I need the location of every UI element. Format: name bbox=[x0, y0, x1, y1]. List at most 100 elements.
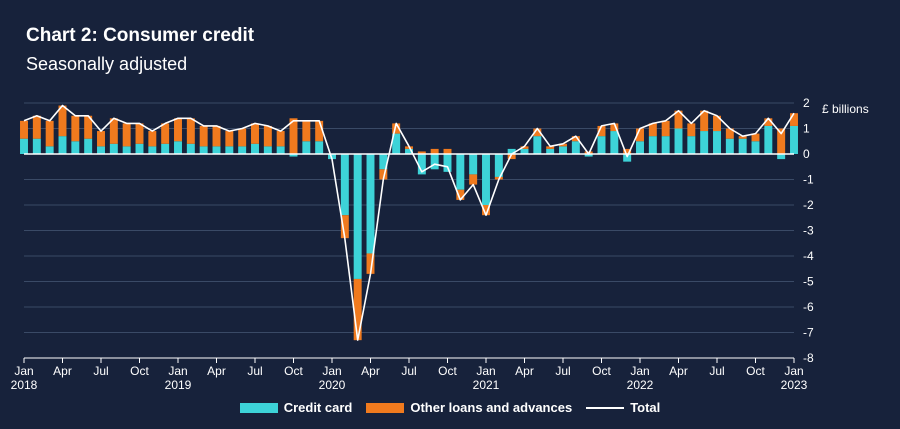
other-loans-bar bbox=[725, 128, 734, 139]
x-tick-label: Apr bbox=[669, 364, 688, 378]
credit-card-bar bbox=[533, 136, 542, 154]
other-loans-bar bbox=[636, 128, 644, 142]
other-loans-bar bbox=[623, 148, 632, 154]
other-loans-swatch bbox=[366, 402, 405, 413]
x-tick-label: Jul bbox=[401, 364, 416, 378]
credit-card-bar bbox=[571, 141, 580, 154]
other-loans-bar bbox=[276, 131, 285, 147]
x-tick-label: Oct bbox=[438, 364, 457, 378]
credit-card-bar bbox=[661, 136, 670, 154]
x-tick-year-label: 2023 bbox=[781, 378, 808, 392]
other-loans-bar bbox=[58, 105, 67, 137]
legend-item-other-loans: Other loans and advances bbox=[366, 400, 572, 415]
y-tick-label: -2 bbox=[803, 198, 814, 212]
other-loans-bar bbox=[597, 125, 606, 137]
other-loans-bar bbox=[135, 123, 144, 144]
x-tick-label: Jul bbox=[555, 364, 570, 378]
credit-card-bar bbox=[546, 148, 555, 154]
total-line bbox=[23, 104, 795, 341]
credit-card-bar bbox=[84, 138, 93, 154]
other-loans-bar bbox=[109, 118, 118, 144]
credit-card-bar bbox=[494, 154, 503, 177]
credit-card-bar bbox=[597, 136, 606, 154]
x-tick-label: Jan bbox=[784, 364, 803, 378]
other-loans-bar bbox=[71, 115, 80, 142]
x-tick-label: Oct bbox=[130, 364, 149, 378]
other-loans-bar bbox=[546, 146, 555, 149]
credit-card-bar bbox=[238, 146, 247, 154]
credit-card-bar bbox=[251, 143, 259, 154]
credit-card-bar bbox=[71, 141, 80, 154]
other-loans-bar bbox=[777, 128, 786, 154]
x-tick-label: Jan bbox=[322, 364, 341, 378]
other-loans-bar bbox=[700, 110, 709, 132]
other-loans-bar bbox=[84, 115, 93, 139]
other-loans-bar bbox=[32, 115, 41, 139]
credit-card-bar bbox=[315, 141, 324, 154]
credit-card-bar bbox=[790, 125, 798, 154]
credit-card-bar bbox=[302, 141, 311, 154]
other-loans-bar bbox=[790, 113, 798, 126]
credit-card-bar bbox=[289, 154, 298, 157]
credit-card-bar bbox=[623, 154, 632, 162]
y-tick-label: -3 bbox=[803, 224, 814, 238]
other-loans-bar bbox=[507, 154, 516, 160]
credit-card-bar bbox=[225, 146, 234, 154]
credit-card-bar bbox=[212, 146, 221, 154]
credit-card-bar bbox=[713, 131, 721, 154]
x-tick-label: Jul bbox=[247, 364, 262, 378]
chart-subtitle: Seasonally adjusted bbox=[26, 54, 188, 74]
x-tick-label: Jul bbox=[709, 364, 724, 378]
x-tick-year-label: 2022 bbox=[627, 378, 654, 392]
credit-card-bar bbox=[45, 146, 54, 154]
credit-card-bar bbox=[610, 131, 619, 154]
credit-card-bar bbox=[97, 146, 105, 154]
credit-card-bar bbox=[725, 138, 734, 154]
other-loans-bar bbox=[302, 120, 311, 142]
other-loans-bar bbox=[263, 125, 272, 147]
y-tick-label: -5 bbox=[803, 275, 814, 289]
other-loans-bar bbox=[610, 123, 619, 132]
legend-item-credit-card: Credit card bbox=[239, 400, 352, 415]
other-loans-bar bbox=[186, 118, 195, 144]
credit-card-bar bbox=[161, 143, 170, 154]
y-tick-label: 2 bbox=[803, 96, 810, 110]
legend-label-total: Total bbox=[630, 400, 661, 415]
credit-card-bar bbox=[405, 148, 413, 154]
credit-card-bar bbox=[430, 154, 439, 170]
other-loans-bar bbox=[379, 169, 388, 180]
other-loans-bar bbox=[571, 136, 580, 142]
credit-card-bar bbox=[777, 154, 786, 160]
other-loans-bar bbox=[289, 118, 298, 154]
credit-card-swatch bbox=[239, 402, 278, 413]
y-tick-label: -1 bbox=[803, 173, 814, 187]
legend-label-other-loans: Other loans and advances bbox=[410, 400, 573, 415]
x-tick-label: Jul bbox=[93, 364, 108, 378]
other-loans-bar bbox=[148, 131, 157, 147]
y-axis-unit-label: £ billions bbox=[822, 102, 869, 116]
other-loans-bar bbox=[392, 123, 401, 134]
credit-card-bar bbox=[379, 154, 388, 170]
other-loans-bar bbox=[366, 253, 375, 274]
other-loans-bar bbox=[661, 120, 670, 137]
credit-card-bar bbox=[122, 146, 131, 154]
credit-card-bar bbox=[392, 133, 401, 154]
other-loans-bar bbox=[648, 123, 657, 137]
credit-card-bar bbox=[135, 143, 144, 154]
chart-legend: Credit card Other loans and advances Tot… bbox=[0, 400, 900, 415]
total-line-swatch bbox=[586, 406, 625, 409]
other-loans-bar bbox=[238, 128, 247, 147]
other-loans-bar bbox=[97, 131, 105, 147]
x-tick-label: Oct bbox=[746, 364, 765, 378]
other-loans-bar bbox=[751, 133, 760, 142]
x-tick-label: Jan bbox=[168, 364, 187, 378]
x-tick-label: Jan bbox=[630, 364, 649, 378]
x-tick-label: Oct bbox=[284, 364, 303, 378]
other-loans-bar bbox=[687, 123, 696, 137]
credit-card-bar bbox=[482, 154, 490, 205]
x-tick-year-label: 2021 bbox=[473, 378, 500, 392]
credit-card-bar bbox=[199, 146, 208, 154]
credit-card-bar bbox=[276, 146, 285, 154]
